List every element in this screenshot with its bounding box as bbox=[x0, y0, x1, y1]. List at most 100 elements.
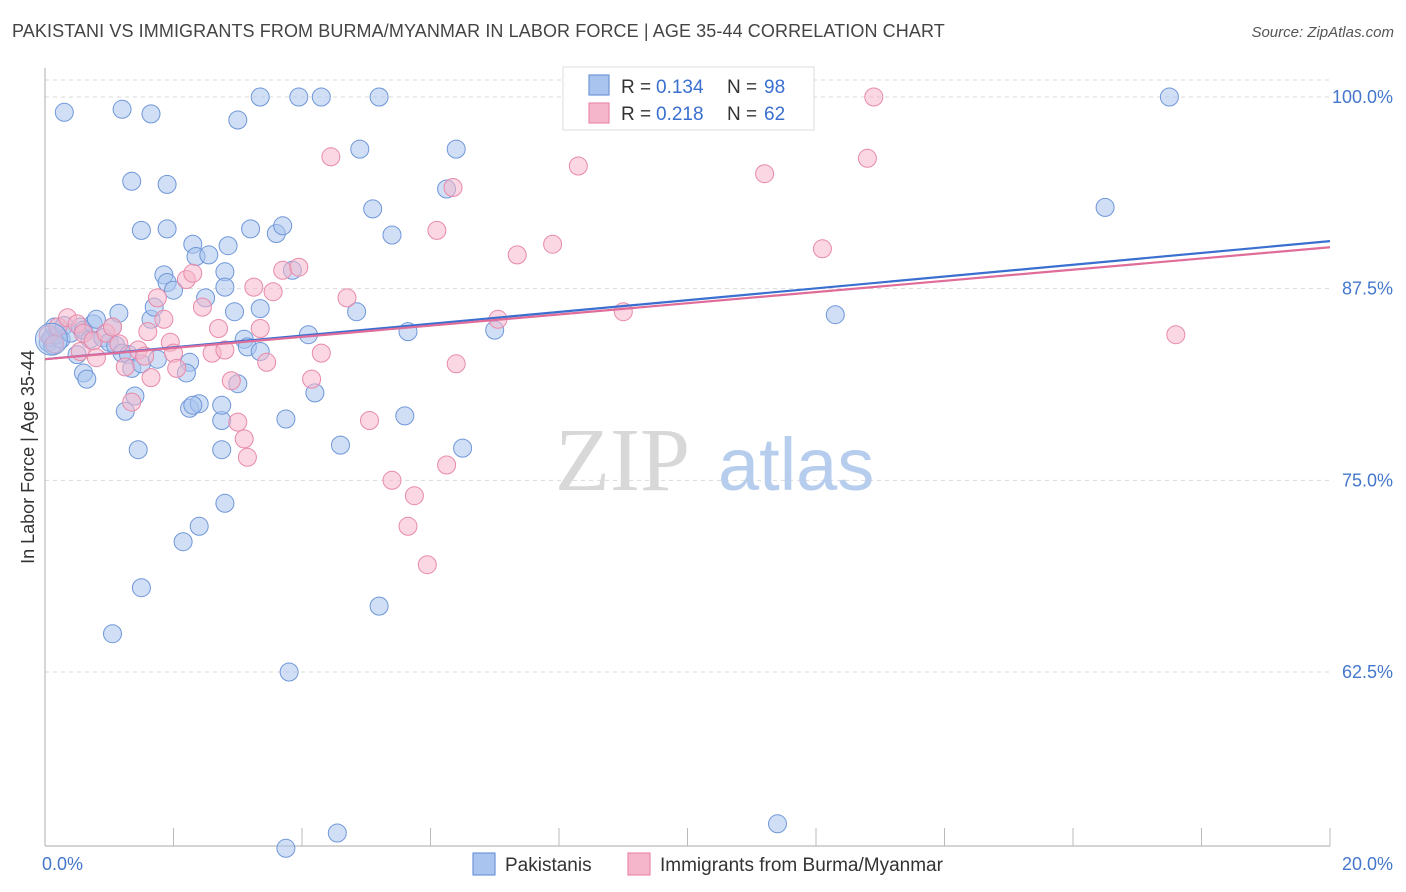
point-burma-37 bbox=[273, 260, 293, 280]
legend-swatch-pakistanis bbox=[588, 74, 610, 96]
point-pakistani-64 bbox=[395, 406, 415, 426]
point-burma-34 bbox=[250, 319, 270, 338]
watermark-atlas: atlas bbox=[718, 423, 874, 506]
series-legend: Pakistanis Immigrants from Burma/Myanmar bbox=[472, 852, 944, 876]
point-burma-33 bbox=[244, 277, 264, 297]
point-pakistani-49 bbox=[212, 440, 232, 460]
point-burma-61 bbox=[864, 87, 884, 107]
series-legend-swatch-burma bbox=[627, 852, 651, 876]
point-burma-8 bbox=[86, 348, 106, 368]
point-burma-38 bbox=[289, 257, 309, 277]
source-credit: Source: ZipAtlas.com bbox=[1251, 24, 1394, 41]
point-pakistani-93 bbox=[141, 104, 161, 124]
point-pakistani-96 bbox=[347, 302, 367, 322]
points-layer bbox=[34, 87, 1186, 858]
point-pakistani-87 bbox=[103, 624, 122, 644]
point-burma-55 bbox=[568, 156, 588, 176]
y-tick-label-2: 75.0% bbox=[1342, 470, 1393, 490]
point-burma-59 bbox=[857, 148, 877, 168]
point-burma-35 bbox=[257, 352, 277, 372]
legend-n-value-1: 98 bbox=[764, 77, 785, 98]
point-pakistani-82 bbox=[825, 305, 845, 325]
point-burma-30 bbox=[228, 412, 248, 432]
point-burma-53 bbox=[507, 245, 527, 265]
x-tick-label-1: 20.0% bbox=[1342, 854, 1393, 874]
y-tick-label-3: 62.5% bbox=[1342, 662, 1393, 682]
point-pakistani-69 bbox=[131, 220, 151, 240]
point-burma-48 bbox=[427, 220, 447, 240]
point-burma-50 bbox=[443, 178, 463, 197]
point-pakistani-41 bbox=[199, 245, 219, 265]
point-pakistani-89 bbox=[279, 662, 299, 682]
point-burma-29 bbox=[221, 371, 241, 391]
point-pakistani-32 bbox=[128, 440, 148, 460]
point-pakistani-75 bbox=[228, 110, 248, 130]
point-pakistani-95 bbox=[250, 299, 270, 319]
legend-n-label-1: N = bbox=[727, 77, 757, 98]
point-burma-18 bbox=[147, 288, 167, 308]
trend-layer bbox=[44, 240, 1331, 361]
point-burma-31 bbox=[234, 429, 254, 449]
point-pakistani-71 bbox=[183, 395, 203, 415]
point-pakistani-56 bbox=[276, 409, 296, 429]
point-burma-27 bbox=[209, 319, 228, 338]
point-burma-13 bbox=[122, 392, 142, 412]
point-pakistani-36 bbox=[157, 174, 177, 194]
point-pakistani-73 bbox=[54, 102, 74, 122]
point-burma-24 bbox=[183, 263, 203, 283]
point-pakistani-92 bbox=[276, 838, 296, 858]
legend-n-value-2: 62 bbox=[764, 104, 785, 125]
point-burma-58 bbox=[812, 239, 832, 259]
point-burma-45 bbox=[398, 516, 418, 536]
series-legend-swatch-pakistanis bbox=[472, 852, 496, 876]
point-pakistani-28 bbox=[164, 280, 183, 300]
point-pakistani-78 bbox=[311, 87, 331, 107]
point-burma-19 bbox=[154, 309, 174, 329]
point-burma-28 bbox=[215, 340, 235, 360]
point-pakistani-44 bbox=[218, 236, 238, 256]
legend-r-label-1: R = bbox=[621, 77, 651, 98]
point-burma-39 bbox=[302, 369, 322, 389]
point-pakistani-77 bbox=[289, 87, 309, 107]
point-pakistani-cluster bbox=[34, 322, 68, 356]
point-pakistani-59 bbox=[331, 435, 350, 455]
point-pakistani-86 bbox=[131, 578, 151, 598]
point-pakistani-74 bbox=[112, 99, 132, 119]
point-burma-11 bbox=[109, 334, 129, 354]
point-burma-12 bbox=[115, 357, 135, 377]
watermark-zip: ZIP bbox=[555, 411, 690, 510]
point-burma-43 bbox=[360, 411, 379, 430]
point-burma-22 bbox=[167, 358, 187, 378]
point-burma-10 bbox=[103, 317, 122, 337]
point-burma-54 bbox=[543, 234, 563, 254]
y-tick-label-0: 100.0% bbox=[1332, 87, 1393, 107]
legend-r-value-2: 0.218 bbox=[656, 104, 704, 125]
point-pakistani-35 bbox=[122, 171, 142, 191]
point-pakistani-60 bbox=[350, 139, 370, 159]
point-pakistani-62 bbox=[382, 225, 402, 245]
point-burma-32 bbox=[237, 447, 257, 467]
point-pakistani-66 bbox=[446, 139, 466, 159]
point-pakistani-83 bbox=[215, 493, 235, 513]
point-pakistani-47 bbox=[225, 302, 244, 322]
point-burma-44 bbox=[382, 470, 402, 490]
legend-r-value-1: 0.134 bbox=[656, 77, 704, 98]
series-legend-label-burma: Immigrants from Burma/Myanmar bbox=[660, 855, 944, 876]
y-axis-label: In Labor Force | Age 35-44 bbox=[18, 350, 38, 564]
point-burma-41 bbox=[321, 147, 341, 167]
point-burma-57 bbox=[755, 164, 775, 184]
point-pakistani-30 bbox=[77, 369, 97, 389]
point-burma-16 bbox=[138, 322, 158, 342]
point-pakistani-55 bbox=[273, 216, 293, 236]
x-tick-label-0: 0.0% bbox=[42, 854, 83, 874]
stats-legend: R = 0.134 N = 98 R = 0.218 N = 62 bbox=[562, 66, 815, 131]
point-pakistani-50 bbox=[241, 219, 261, 239]
point-burma-42 bbox=[337, 288, 357, 308]
point-pakistani-88 bbox=[369, 596, 389, 616]
point-burma-51 bbox=[446, 354, 466, 374]
legend-n-label-2: N = bbox=[727, 104, 757, 125]
point-burma-40 bbox=[311, 343, 331, 363]
point-pakistani-85 bbox=[173, 532, 193, 552]
chart-title: PAKISTANI VS IMMIGRANTS FROM BURMA/MYANM… bbox=[12, 21, 945, 41]
point-pakistani-13 bbox=[86, 309, 106, 329]
